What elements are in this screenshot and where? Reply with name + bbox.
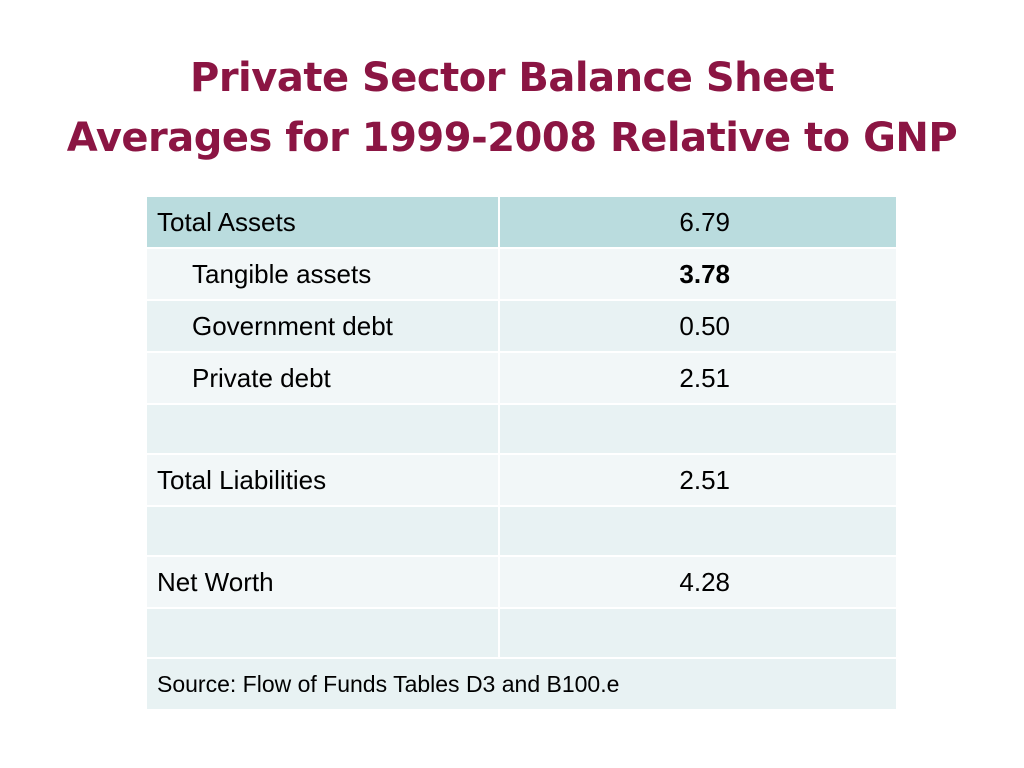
table-row-blank — [145, 403, 898, 455]
slide-title: Private Sector Balance Sheet Averages fo… — [0, 48, 1024, 168]
table-row-source: Source: Flow of Funds Tables D3 and B100… — [145, 657, 898, 711]
row-label: Private debt — [145, 351, 500, 405]
row-label — [145, 607, 500, 659]
row-value — [498, 607, 898, 659]
balance-sheet-table: Total Assets 6.79 Tangible assets 3.78 G… — [145, 195, 898, 711]
table-row-tangible-assets: Tangible assets 3.78 — [145, 247, 898, 301]
row-value: 4.28 — [498, 555, 898, 609]
table-row-total-assets: Total Assets 6.79 — [145, 195, 898, 249]
table-row-government-debt: Government debt 0.50 — [145, 299, 898, 353]
row-label — [145, 403, 500, 455]
table-row-net-worth: Net Worth 4.28 — [145, 555, 898, 609]
table-row-blank — [145, 505, 898, 557]
title-line-1: Private Sector Balance Sheet — [190, 55, 835, 101]
row-label: Tangible assets — [145, 247, 500, 301]
row-value: 0.50 — [498, 299, 898, 353]
title-line-2: Averages for 1999-2008 Relative to GNP — [66, 115, 958, 161]
row-label: Total Liabilities — [145, 453, 500, 507]
row-label: Net Worth — [145, 555, 500, 609]
row-value — [498, 505, 898, 557]
row-value: 2.51 — [498, 351, 898, 405]
row-value: 6.79 — [498, 195, 898, 249]
row-label — [145, 505, 500, 557]
row-value: 2.51 — [498, 453, 898, 507]
row-value — [498, 403, 898, 455]
row-label: Total Assets — [145, 195, 500, 249]
source-note: Source: Flow of Funds Tables D3 and B100… — [145, 657, 898, 711]
table-row-blank — [145, 607, 898, 659]
table-row-total-liabilities: Total Liabilities 2.51 — [145, 453, 898, 507]
row-value: 3.78 — [498, 247, 898, 301]
row-label: Government debt — [145, 299, 500, 353]
table-row-private-debt: Private debt 2.51 — [145, 351, 898, 405]
